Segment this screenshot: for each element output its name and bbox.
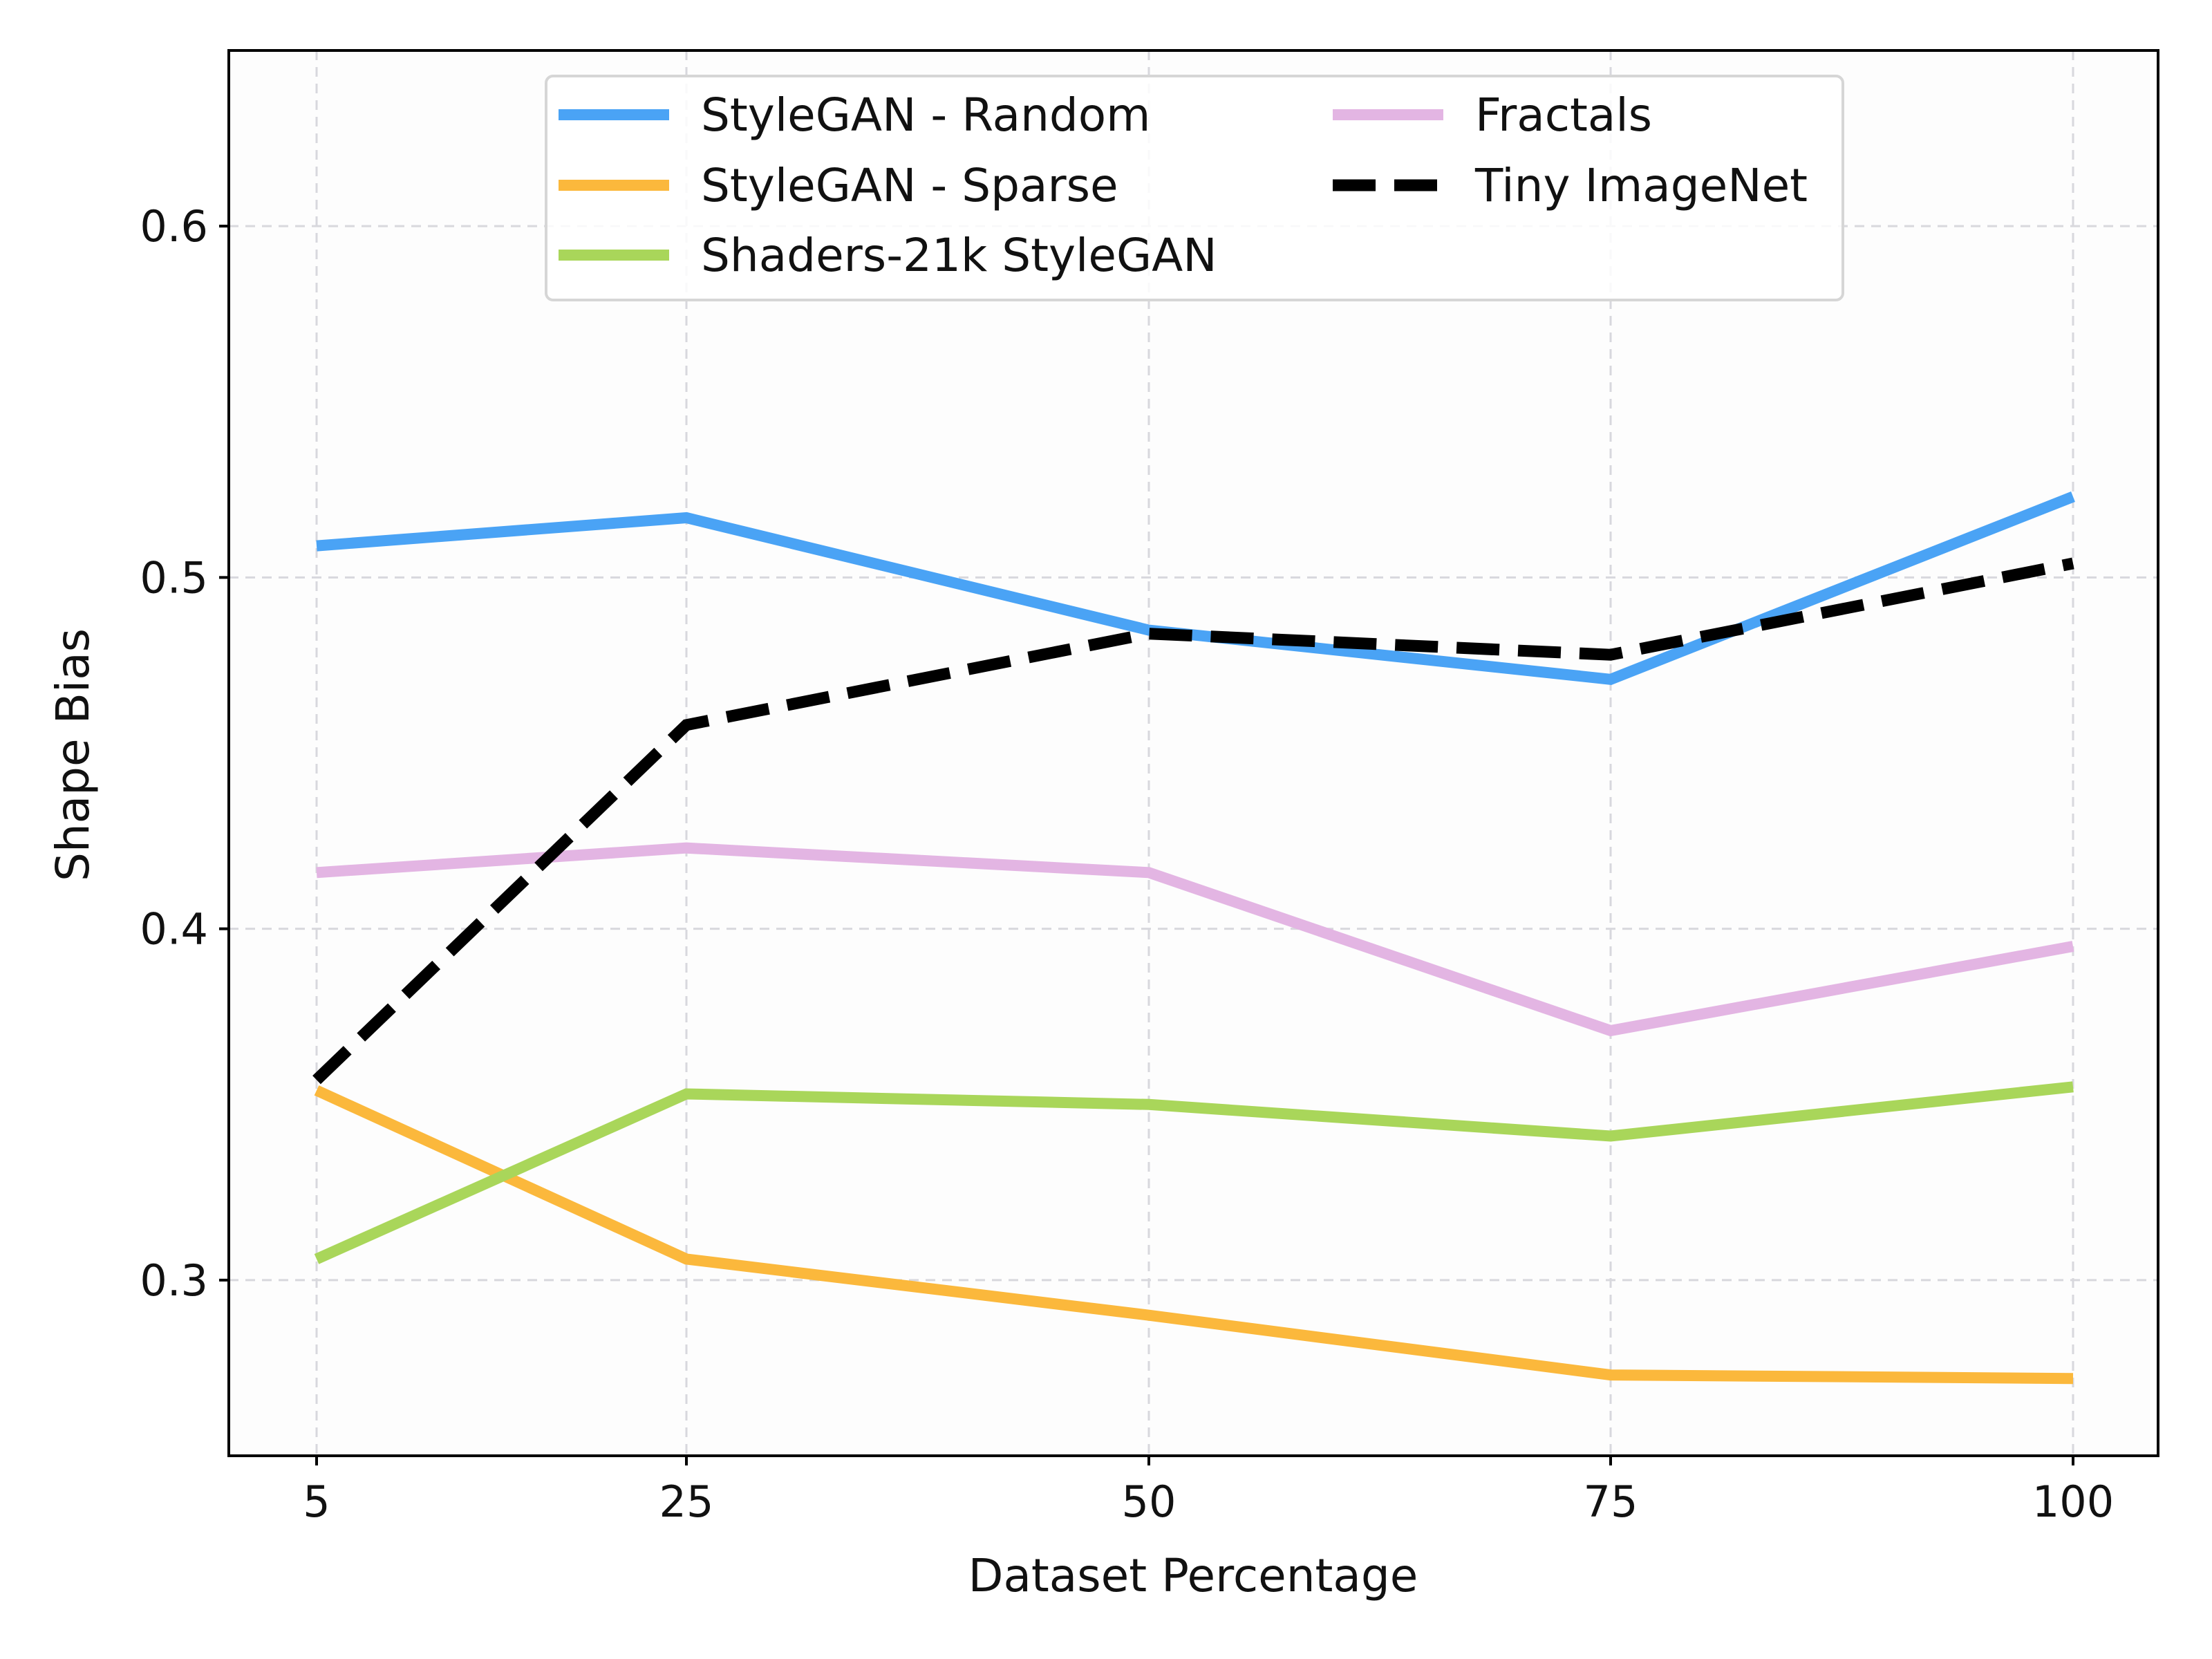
legend-label: Tiny ImageNet bbox=[1474, 159, 1808, 212]
x-tick-label: 50 bbox=[1122, 1477, 1177, 1527]
legend: StyleGAN - Random StyleGAN - Sparse Shader… bbox=[545, 75, 1844, 301]
series-line-tiny-imagenet bbox=[312, 557, 2074, 1085]
y-tick-label: 0.5 bbox=[140, 552, 208, 603]
legend-label: StyleGAN - Sparse bbox=[701, 159, 1118, 212]
data-series bbox=[312, 491, 2075, 1385]
series-line-fractals bbox=[316, 842, 2074, 1037]
x-tick-label: 5 bbox=[303, 1477, 330, 1527]
x-tick-label: 100 bbox=[2032, 1477, 2114, 1527]
y-tick-label: 0.6 bbox=[140, 201, 208, 252]
y-tick-label: 0.4 bbox=[140, 904, 208, 955]
x-axis-title: Dataset Percentage bbox=[968, 1549, 1418, 1602]
legend-label: StyleGAN - Random bbox=[701, 88, 1150, 142]
y-tick-label: 0.3 bbox=[140, 1255, 208, 1306]
y-axis-title: Shape Bias bbox=[46, 628, 100, 881]
series-line-shaders-21k-stylegan bbox=[314, 1081, 2074, 1264]
legend-label: Shaders-21k StyleGAN bbox=[701, 229, 1217, 282]
series-line-stylegan-sparse bbox=[314, 1085, 2074, 1385]
x-tick-label: 25 bbox=[659, 1477, 714, 1527]
axis-ticks: 5 25 50 75 100 0.3 0.4 0.5 0.6 bbox=[140, 201, 2114, 1527]
legend-label: Fractals bbox=[1475, 88, 1652, 142]
legend-box bbox=[545, 75, 1844, 301]
plot-frame bbox=[227, 49, 2159, 1457]
x-tick-label: 75 bbox=[1584, 1477, 1638, 1527]
